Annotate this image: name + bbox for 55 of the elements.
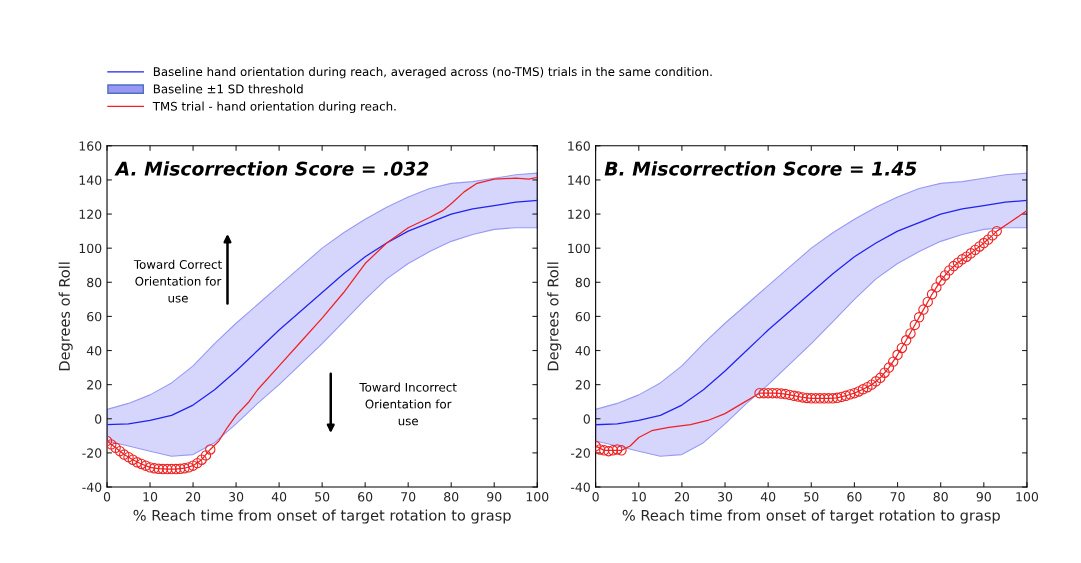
y-tick-label: -20 [570, 448, 590, 458]
x-tick-label: 40 [271, 492, 287, 502]
text: A. Miscorrection Score = .032 [114, 161, 429, 176]
y-tick-label: 100 [568, 243, 590, 254]
x-tick-label: 70 [401, 492, 416, 502]
annotation: Toward Incorrect Orientation for use [359, 382, 457, 426]
y-tick-label: 160 [79, 141, 102, 151]
legend-label: TMS trial - hand orientation during reach. [152, 101, 396, 114]
y-tick-label: 20 [575, 380, 590, 390]
x-tick-label: 50 [315, 492, 330, 502]
x-tick-label: 0 [103, 492, 111, 502]
y-tick-label: 80 [87, 277, 102, 288]
x-tick-label: 80 [933, 492, 948, 502]
x-tick-label: 10 [143, 492, 158, 502]
y-axis-title: Degrees of Roll [547, 262, 562, 371]
x-tick-label: 60 [358, 492, 373, 502]
text: Baseline ±1 SD threshold [153, 84, 303, 94]
x-tick-label: 0 [592, 492, 599, 502]
y-tick-label: 160 [568, 141, 590, 151]
x-tick-label: 20 [674, 492, 690, 502]
y-tick-label: -40 [82, 482, 102, 492]
y-tick-label: 140 [79, 175, 102, 185]
x-tick-label: 100 [1016, 492, 1039, 502]
x-tick-label: 30 [229, 492, 244, 502]
text: B. Miscorrection Score = 1.45 [604, 161, 917, 176]
x-tick-label: 90 [487, 492, 502, 502]
y-tick-label: 0 [583, 414, 590, 424]
x-tick-label: 20 [186, 492, 201, 502]
x-tick-label: 70 [890, 492, 905, 502]
y-tick-label: 40 [86, 346, 102, 356]
y-tick-label: 60 [575, 311, 590, 322]
x-tick-label: 40 [760, 492, 776, 502]
y-tick-label: 80 [575, 277, 590, 288]
y-tick-label: 0 [95, 414, 102, 424]
y-axis-title: Degrees of Roll [58, 262, 73, 371]
x-tick-label: 90 [976, 492, 991, 502]
y-tick-label: 140 [568, 175, 590, 185]
annotation: Toward Correct Orientation for use [133, 259, 222, 303]
x-tick-label: 60 [847, 492, 862, 502]
y-tick-label: -20 [82, 448, 102, 458]
y-tick-label: 20 [87, 380, 102, 390]
x-tick-label: 100 [526, 492, 549, 502]
x-axis-title: % Reach time from onset of target rotation to grasp [622, 509, 1000, 524]
x-tick-label: 30 [718, 492, 733, 502]
x-tick-label: 50 [804, 492, 819, 502]
y-tick-label: -40 [570, 482, 590, 492]
x-tick-label: 10 [632, 492, 646, 502]
legend-label: Baseline hand orientation during reach, averaged across (no-TMS) trials in the same condition. [153, 66, 712, 79]
y-tick-label: 120 [568, 209, 590, 219]
y-tick-label: 100 [79, 243, 102, 254]
x-tick-label: 80 [444, 492, 459, 502]
y-tick-label: 60 [87, 311, 102, 322]
y-tick-label: 120 [79, 209, 102, 219]
x-axis-title: % Reach time from onset of target rotation to grasp [133, 509, 511, 524]
y-tick-label: 40 [575, 346, 590, 356]
